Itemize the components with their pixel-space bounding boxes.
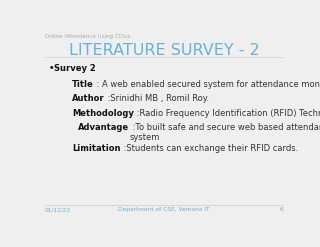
Text: Title: Title [72, 80, 94, 89]
Text: :Radio Frequency Identification (RFID) Technology: :Radio Frequency Identification (RFID) T… [134, 109, 320, 118]
Text: :Srinidhi MB , Romil Roy.: :Srinidhi MB , Romil Roy. [105, 94, 209, 103]
Text: :To built safe and secure web based attendance monitoring
system: :To built safe and secure web based atte… [130, 123, 320, 142]
Text: 6: 6 [279, 207, 283, 212]
Text: : A web enabled secured system for attendance monitoring: : A web enabled secured system for atten… [94, 80, 320, 89]
Text: Online Attendence Using CCtvs: Online Attendence Using CCtvs [45, 34, 131, 39]
Text: Limitation: Limitation [72, 144, 121, 153]
Text: Methodology: Methodology [72, 109, 134, 118]
Text: LITERATURE SURVEY - 2: LITERATURE SURVEY - 2 [68, 43, 260, 58]
Text: Advantage: Advantage [78, 123, 130, 132]
Text: Survey 2: Survey 2 [54, 64, 95, 73]
Text: •: • [49, 64, 54, 73]
Text: Author: Author [72, 94, 105, 103]
Text: :Students can exchange their RFID cards.: :Students can exchange their RFID cards. [121, 144, 298, 153]
Text: Department of CSE, Vemana IT: Department of CSE, Vemana IT [118, 207, 210, 212]
Text: 01/12/22: 01/12/22 [45, 207, 71, 212]
